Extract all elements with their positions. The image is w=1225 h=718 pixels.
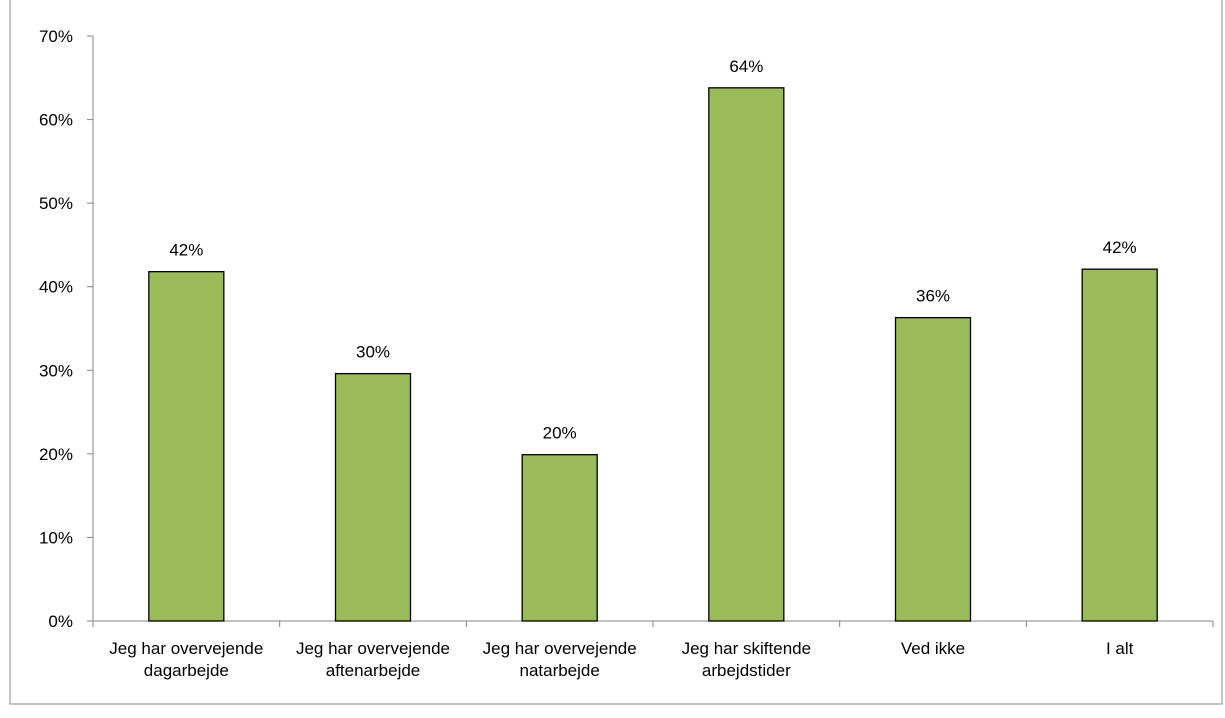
x-tick-label: Jeg har overvejende dagarbejde	[109, 639, 263, 680]
y-tick-label: 20%	[39, 445, 73, 464]
y-tick-label: 50%	[39, 194, 73, 213]
data-label: 42%	[169, 241, 203, 260]
bar	[148, 271, 225, 622]
y-tick-label: 0%	[48, 612, 73, 631]
chart-frame	[9, 0, 1223, 705]
data-label: 42%	[1103, 238, 1137, 257]
bar	[708, 87, 785, 622]
data-label: 20%	[543, 424, 577, 443]
x-tick-label: Ved ikke	[901, 639, 965, 658]
x-tick-label: Jeg har overvejende aftenarbejde	[296, 639, 450, 680]
y-tick-label: 10%	[39, 528, 73, 547]
bar	[1081, 268, 1158, 622]
x-tick-label: I alt	[1106, 639, 1134, 658]
data-label: 30%	[356, 343, 390, 362]
y-tick-label: 60%	[39, 111, 73, 130]
y-tick-label: 40%	[39, 278, 73, 297]
y-tick-label: 70%	[39, 27, 73, 46]
y-tick-label: 30%	[39, 361, 73, 380]
data-label: 36%	[916, 287, 950, 306]
x-tick-label: Jeg har skiftende arbejdstider	[682, 639, 811, 680]
bar	[894, 316, 972, 622]
bar	[521, 454, 598, 622]
data-label: 64%	[729, 57, 763, 76]
x-tick-label: Jeg har overvejende natarbejde	[483, 639, 637, 680]
bar	[334, 372, 412, 622]
